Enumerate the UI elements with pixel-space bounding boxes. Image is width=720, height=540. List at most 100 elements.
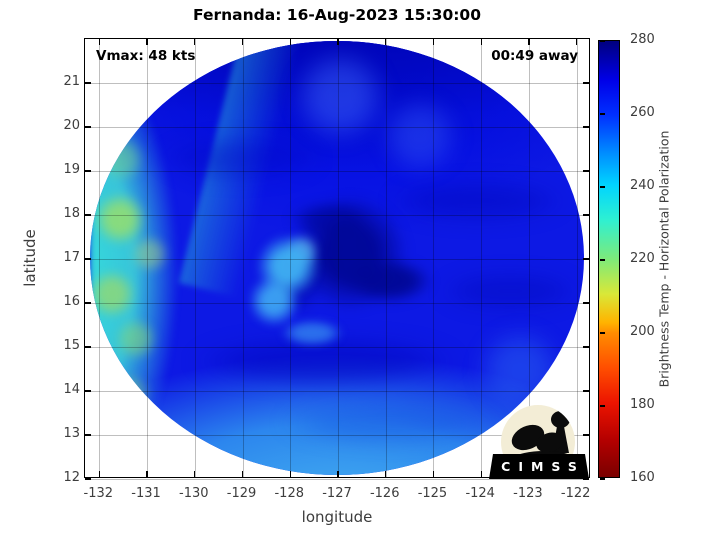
y-tick-mark [85, 126, 91, 128]
y-tick-mark [583, 82, 589, 84]
x-tick-mark [98, 471, 100, 477]
y-tick-mark [85, 170, 91, 172]
y-gridline [85, 435, 589, 436]
colorbar-tick-label: 200 [630, 323, 655, 339]
x-tick-label: -128 [274, 486, 304, 501]
x-tick-mark [241, 39, 244, 45]
y-tick-mark [583, 170, 589, 172]
x-tick-mark [289, 39, 291, 45]
water-tower-icon [551, 411, 570, 428]
colorbar-tick-label: 220 [630, 250, 655, 266]
y-gridline [85, 303, 589, 304]
colorbar-gradient [599, 41, 619, 477]
y-tick-label: 15 [63, 337, 80, 353]
y-tick-mark [85, 478, 91, 480]
x-tick-mark [385, 39, 387, 45]
y-tick-mark [85, 390, 91, 392]
colorbar-tick-mark [600, 259, 605, 261]
y-gridline [85, 215, 589, 216]
x-tick-mark [241, 471, 244, 477]
x-tick-mark [432, 39, 435, 45]
x-tick-mark [385, 471, 387, 477]
x-gridline [147, 39, 149, 477]
y-tick-mark [85, 434, 91, 436]
y-tick-mark [583, 258, 589, 260]
colorbar-tick-mark [600, 478, 605, 480]
x-tick-label: -131 [131, 486, 161, 501]
plot-area: Vmax: 48 kts 00:49 away CIMSS [84, 38, 590, 480]
x-tick-label: -132 [83, 486, 114, 501]
logo-banner: CIMSS [489, 454, 589, 479]
colorbar-tick-mark [600, 405, 605, 407]
swath-light-mottling [90, 41, 584, 475]
colorbar-label: Brightness Temp - Horizontal Polarizatio… [656, 130, 672, 388]
x-tick-mark [194, 39, 196, 45]
logo-text: CIMSS [501, 459, 585, 474]
colorbar-tick-label: 260 [630, 104, 655, 120]
x-tick-label: -123 [513, 486, 543, 501]
y-gridline [85, 127, 589, 128]
y-gridline [85, 391, 589, 392]
y-tick-label: 19 [63, 161, 80, 177]
colorbar-tick-label: 180 [630, 396, 655, 412]
x-gridline [242, 39, 244, 477]
x-tick-mark [194, 471, 196, 477]
y-tick-mark [85, 258, 91, 260]
storm-swath-image [90, 41, 584, 475]
x-gridline [99, 39, 101, 477]
y-tick-mark [583, 346, 589, 348]
x-tick-mark [289, 471, 291, 477]
y-gridline [85, 347, 589, 348]
y-tick-label: 17 [63, 249, 80, 265]
page-title: Fernanda: 16-Aug-2023 15:30:00 [193, 6, 481, 24]
x-gridline [576, 39, 578, 477]
y-gridline [85, 259, 589, 260]
eta-annotation: 00:49 away [491, 48, 578, 64]
x-gridline [385, 39, 387, 477]
x-axis-label: longitude [301, 508, 373, 526]
colorbar-tick-label: 160 [630, 469, 655, 485]
colorbar-tick-mark [600, 113, 605, 115]
x-tick-label: -122 [560, 486, 591, 501]
x-tick-label: -124 [465, 486, 495, 501]
x-tick-mark [432, 471, 435, 477]
y-tick-label: 13 [63, 425, 80, 441]
vmax-annotation: Vmax: 48 kts [96, 48, 196, 64]
x-tick-label: -125 [417, 486, 448, 501]
x-tick-mark [575, 39, 578, 45]
x-tick-label: -126 [369, 486, 400, 501]
colorbar [598, 40, 620, 480]
colorbar-tick-mark [600, 40, 605, 42]
y-tick-mark [583, 126, 589, 128]
x-tick-mark [528, 39, 530, 45]
y-tick-label: 21 [63, 73, 80, 89]
y-tick-label: 16 [63, 293, 80, 309]
y-gridline [85, 479, 589, 480]
colorbar-tick-mark [600, 186, 605, 188]
y-gridline [85, 83, 589, 84]
colorbar-tick-label: 240 [630, 177, 655, 193]
x-tick-mark [146, 39, 148, 45]
x-gridline [194, 39, 196, 477]
x-tick-mark [337, 471, 339, 477]
y-tick-mark [85, 302, 91, 304]
x-tick-mark [480, 471, 482, 477]
x-gridline [528, 39, 530, 477]
x-gridline [338, 39, 339, 477]
x-gridline [481, 39, 483, 477]
x-tick-mark [480, 39, 482, 45]
colorbar-tick-label: 280 [630, 31, 655, 47]
x-tick-label: -127 [322, 486, 352, 501]
cimss-logo: CIMSS [489, 405, 589, 479]
y-tick-mark [583, 302, 589, 304]
x-tick-mark [146, 471, 148, 477]
colorbar-tick-mark [600, 332, 605, 334]
y-tick-mark [583, 214, 589, 216]
x-gridline [290, 39, 292, 477]
x-tick-mark [98, 39, 100, 45]
x-tick-label: -130 [179, 486, 209, 501]
y-tick-label: 18 [63, 205, 80, 221]
x-gridline [433, 39, 435, 477]
y-tick-mark [583, 434, 589, 436]
y-tick-mark [85, 346, 91, 348]
